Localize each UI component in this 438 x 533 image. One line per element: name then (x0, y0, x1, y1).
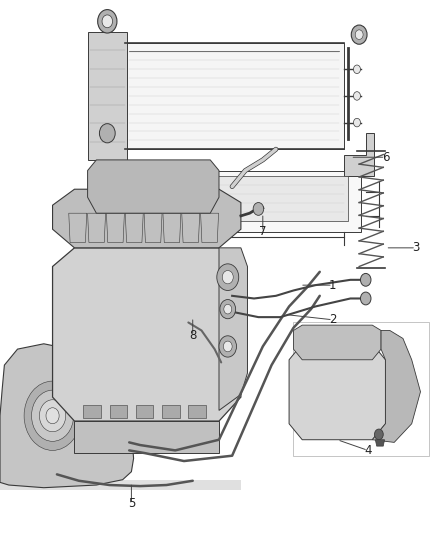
Polygon shape (107, 171, 361, 232)
Text: 1: 1 (329, 279, 337, 292)
Circle shape (220, 300, 236, 319)
Polygon shape (88, 32, 127, 160)
Polygon shape (188, 405, 206, 418)
Polygon shape (372, 330, 420, 442)
Polygon shape (182, 213, 200, 243)
Polygon shape (162, 405, 180, 418)
Polygon shape (69, 213, 87, 243)
Text: 7: 7 (259, 225, 267, 238)
Polygon shape (125, 213, 143, 243)
Polygon shape (88, 160, 219, 213)
Circle shape (24, 381, 81, 450)
Polygon shape (163, 213, 181, 243)
Circle shape (219, 336, 237, 357)
Polygon shape (219, 248, 247, 410)
Circle shape (217, 264, 239, 290)
Circle shape (353, 92, 360, 100)
Polygon shape (125, 43, 344, 149)
Polygon shape (201, 213, 219, 243)
Polygon shape (88, 213, 106, 243)
Polygon shape (53, 248, 241, 421)
Circle shape (98, 10, 117, 33)
Circle shape (32, 390, 74, 441)
Polygon shape (120, 176, 348, 221)
Circle shape (39, 400, 66, 432)
Polygon shape (344, 133, 374, 176)
Polygon shape (106, 213, 124, 243)
Text: 4: 4 (364, 444, 372, 457)
Polygon shape (289, 344, 385, 440)
Circle shape (253, 203, 264, 215)
Circle shape (360, 292, 371, 305)
Circle shape (224, 304, 232, 314)
Polygon shape (53, 189, 241, 248)
Polygon shape (0, 344, 134, 488)
Circle shape (374, 429, 383, 440)
Circle shape (102, 15, 113, 28)
Circle shape (360, 273, 371, 286)
Circle shape (111, 193, 125, 210)
Circle shape (351, 25, 367, 44)
Polygon shape (136, 405, 153, 418)
Circle shape (99, 124, 115, 143)
Text: 2: 2 (329, 313, 337, 326)
Polygon shape (375, 440, 385, 446)
Circle shape (223, 271, 233, 284)
Circle shape (223, 341, 232, 352)
Polygon shape (83, 405, 101, 418)
Circle shape (353, 118, 360, 127)
Text: 3: 3 (413, 241, 420, 254)
Circle shape (353, 65, 360, 74)
Text: 6: 6 (381, 151, 389, 164)
Text: 5: 5 (128, 497, 135, 510)
Polygon shape (144, 213, 162, 243)
Circle shape (355, 30, 363, 39)
Polygon shape (0, 480, 241, 490)
Polygon shape (110, 405, 127, 418)
Polygon shape (74, 421, 219, 453)
Polygon shape (293, 325, 381, 360)
Circle shape (46, 408, 59, 424)
Text: 8: 8 (189, 329, 196, 342)
